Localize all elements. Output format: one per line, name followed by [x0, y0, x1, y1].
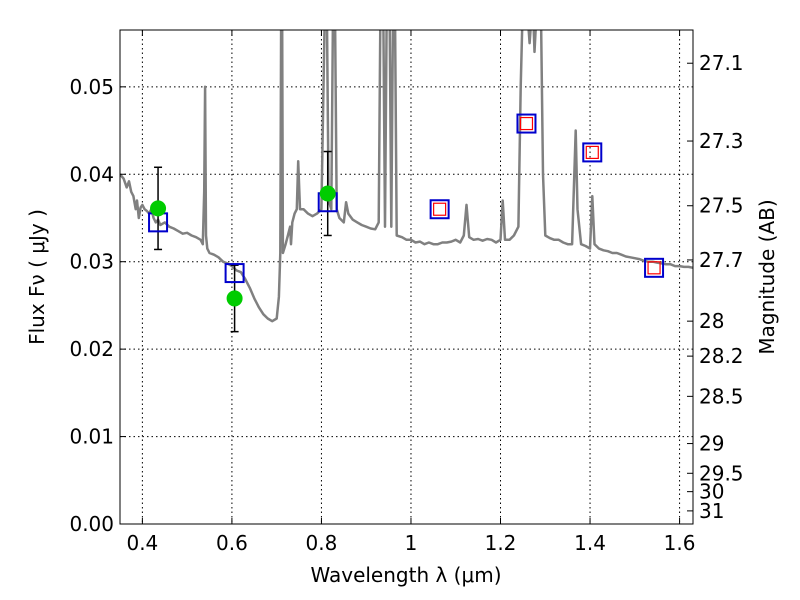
- y-tick-label: 0.03: [69, 250, 114, 274]
- magnitude-tick-label: 31: [699, 499, 724, 523]
- x-tick-label: 1: [405, 531, 418, 555]
- model-flux-square: [644, 257, 665, 278]
- y-tick-labels: 0.00 0.01 0.02 0.03 0.04 0.05: [69, 75, 114, 536]
- model-flux-square: [516, 113, 537, 134]
- grid: [120, 30, 693, 524]
- magnitude-tick-label: 27.7: [699, 248, 744, 272]
- y-tick-label: 0.04: [69, 162, 114, 186]
- markers: [148, 113, 665, 307]
- spectrum-line: [120, 30, 693, 323]
- observed-flux-point: [150, 200, 167, 217]
- x-tick-label: 1.4: [574, 531, 606, 555]
- x-tick-label: 0.6: [216, 531, 248, 555]
- observed-flux-point: [319, 185, 336, 202]
- model-spectrum: [120, 30, 693, 323]
- ticks: [120, 30, 693, 525]
- x-tick-labels: 0.4 0.6 0.8 1 1.2 1.4 1.6: [126, 531, 695, 555]
- x-axis-label: Wavelength λ (μm): [310, 563, 501, 587]
- y-tick-label: 0.00: [69, 512, 114, 536]
- observed-red-square: [585, 145, 599, 160]
- model-flux-square: [224, 263, 245, 284]
- observed-red-square: [433, 202, 447, 216]
- observed-red-square: [519, 116, 534, 131]
- y-axis-label: Flux Fν ( μJy ): [25, 209, 49, 345]
- plot-frame: [119, 29, 694, 525]
- magnitude-tick-label: 30: [699, 480, 724, 504]
- magnitude-tick-label: 29: [699, 432, 724, 456]
- y-tick-label: 0.02: [69, 337, 114, 361]
- x-tick-label: 1.6: [664, 531, 696, 555]
- y-tick-label: 0.05: [69, 75, 114, 99]
- magnitude-tick-label: 27.3: [699, 129, 744, 153]
- y2-axis-label: Magnitude (AB): [755, 199, 779, 354]
- magnitude-tick-label: 28.2: [699, 344, 744, 368]
- magnitude-tick-label: 27.5: [699, 194, 744, 218]
- magnitude-tick-label: 27.1: [699, 51, 744, 75]
- magnitude-tick-label: 29.5: [699, 461, 744, 485]
- magnitude-tick-label: 28: [699, 309, 724, 333]
- x-tick-label: 0.8: [306, 531, 338, 555]
- observed-red-square: [647, 261, 661, 275]
- y-tick-label: 0.01: [69, 425, 114, 449]
- x-tick-label: 0.4: [126, 531, 158, 555]
- magnitude-tick-label: 28.5: [699, 384, 744, 408]
- model-flux-square: [582, 142, 603, 163]
- x-tick-label: 1.2: [485, 531, 517, 555]
- model-flux-square: [429, 199, 450, 220]
- observed-flux-point: [226, 290, 243, 307]
